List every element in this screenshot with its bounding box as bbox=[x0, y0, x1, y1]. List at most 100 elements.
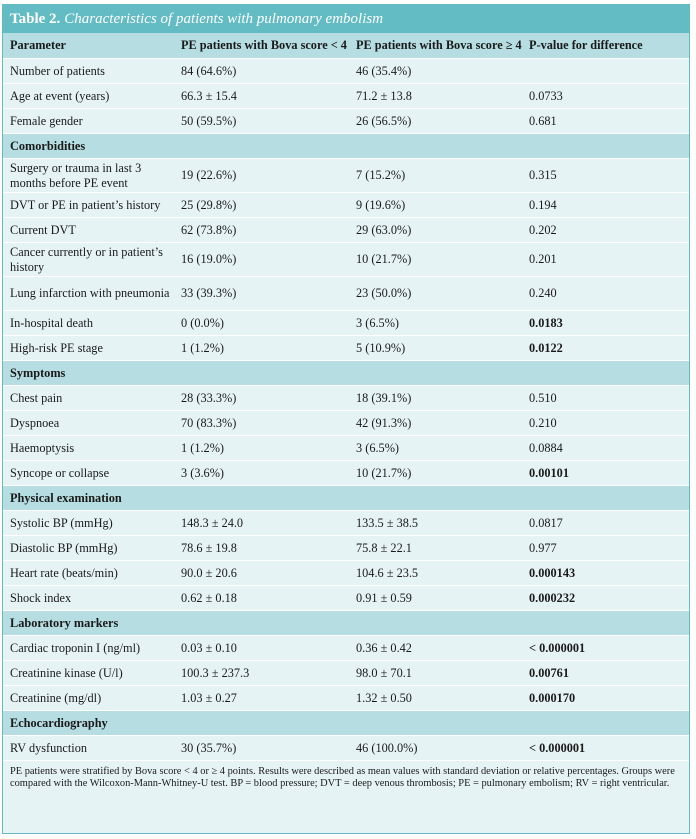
header-bova-below-4: PE patients with Bova score < 4 bbox=[174, 33, 349, 59]
cell-parameter: High-risk PE stage bbox=[3, 335, 174, 361]
table-label: Table 2. bbox=[10, 10, 61, 27]
cell-p-value: 0.977 bbox=[522, 535, 689, 561]
cell-parameter: Creatinine (mg/dl) bbox=[3, 685, 174, 711]
cell-parameter: Systolic BP (mmHg) bbox=[3, 510, 174, 536]
table-row: Dyspnoea 70 (83.3%) 42 (91.3%) 0.210 bbox=[3, 410, 689, 436]
table-row: Number of patients 84 (64.6%) 46 (35.4%) bbox=[3, 58, 689, 84]
cell-parameter: Female gender bbox=[3, 108, 174, 134]
cell-bova-4-or-more: 0.36 ± 0.42 bbox=[349, 635, 522, 661]
cell-p-value: 0.194 bbox=[522, 192, 689, 218]
cell-bova-4-or-more: 1.32 ± 0.50 bbox=[349, 685, 522, 711]
table-row: In-hospital death 0 (0.0%) 3 (6.5%) 0.0183 bbox=[3, 310, 689, 336]
cell-bova-4-or-more: 3 (6.5%) bbox=[349, 435, 522, 461]
table-title-bar: Table 2. Characteristics of patients wit… bbox=[3, 5, 689, 33]
cell-p-value: 0.000232 bbox=[522, 585, 689, 611]
cell-bova-below-4: 90.0 ± 20.6 bbox=[174, 560, 349, 586]
header-parameter: Parameter bbox=[3, 33, 174, 59]
cell-bova-4-or-more: 10 (21.7%) bbox=[349, 460, 522, 486]
cell-p-value: < 0.000001 bbox=[522, 735, 689, 761]
table-row: Surgery or trauma in last 3 months befor… bbox=[3, 158, 689, 193]
table-row: Creatinine (mg/dl) 1.03 ± 0.27 1.32 ± 0.50… bbox=[3, 685, 689, 711]
cell-bova-below-4: 33 (39.3%) bbox=[174, 276, 349, 311]
cell-p-value: 0.315 bbox=[522, 158, 689, 193]
cell-bova-4-or-more: 29 (63.0%) bbox=[349, 217, 522, 243]
header-p-value: P-value for difference bbox=[522, 33, 689, 59]
cell-bova-4-or-more: 5 (10.9%) bbox=[349, 335, 522, 361]
cell-bova-4-or-more: 133.5 ± 38.5 bbox=[349, 510, 522, 536]
cell-p-value: 0.000170 bbox=[522, 685, 689, 711]
cell-bova-below-4: 16 (19.0%) bbox=[174, 242, 349, 277]
cell-p-value: 0.00761 bbox=[522, 660, 689, 686]
cell-p-value: 0.201 bbox=[522, 242, 689, 277]
table-body: Number of patients 84 (64.6%) 46 (35.4%) Ag… bbox=[3, 58, 689, 761]
cell-p-value: 0.510 bbox=[522, 385, 689, 411]
cell-bova-below-4: 30 (35.7%) bbox=[174, 735, 349, 761]
section-label: Laboratory markers bbox=[3, 610, 689, 636]
cell-bova-below-4: 62 (73.8%) bbox=[174, 217, 349, 243]
cell-bova-below-4: 1 (1.2%) bbox=[174, 335, 349, 361]
cell-parameter: Syncope or collapse bbox=[3, 460, 174, 486]
section-header-row: Symptoms bbox=[3, 360, 689, 386]
cell-bova-4-or-more: 104.6 ± 23.5 bbox=[349, 560, 522, 586]
table-row: Systolic BP (mmHg) 148.3 ± 24.0 133.5 ± 38… bbox=[3, 510, 689, 536]
cell-parameter: Cancer currently or in patient’s history bbox=[3, 242, 174, 277]
table-row: Heart rate (beats/min) 90.0 ± 20.6 104.6 ±… bbox=[3, 560, 689, 586]
section-header-row: Laboratory markers bbox=[3, 610, 689, 636]
cell-bova-4-or-more: 75.8 ± 22.1 bbox=[349, 535, 522, 561]
cell-parameter: Current DVT bbox=[3, 217, 174, 243]
table-row: Syncope or collapse 3 (3.6%) 10 (21.7%) 0.0… bbox=[3, 460, 689, 486]
cell-p-value: 0.000143 bbox=[522, 560, 689, 586]
cell-parameter: Creatinine kinase (U/l) bbox=[3, 660, 174, 686]
characteristics-table: Parameter PE patients with Bova score < … bbox=[3, 33, 689, 761]
cell-bova-4-or-more: 18 (39.1%) bbox=[349, 385, 522, 411]
cell-bova-below-4: 1.03 ± 0.27 bbox=[174, 685, 349, 711]
cell-bova-4-or-more: 3 (6.5%) bbox=[349, 310, 522, 336]
cell-parameter: DVT or PE in patient’s history bbox=[3, 192, 174, 218]
cell-p-value: 0.0817 bbox=[522, 510, 689, 536]
table-row: Chest pain 28 (33.3%) 18 (39.1%) 0.510 bbox=[3, 385, 689, 411]
table-frame: Table 2. Characteristics of patients wit… bbox=[2, 4, 690, 834]
cell-bova-4-or-more: 46 (35.4%) bbox=[349, 58, 522, 84]
cell-bova-below-4: 0.62 ± 0.18 bbox=[174, 585, 349, 611]
cell-parameter: Number of patients bbox=[3, 58, 174, 84]
cell-bova-below-4: 66.3 ± 15.4 bbox=[174, 83, 349, 109]
cell-bova-4-or-more: 0.91 ± 0.59 bbox=[349, 585, 522, 611]
cell-bova-4-or-more: 42 (91.3%) bbox=[349, 410, 522, 436]
cell-bova-below-4: 78.6 ± 19.8 bbox=[174, 535, 349, 561]
section-header-row: Physical examination bbox=[3, 485, 689, 511]
table-row: Cardiac troponin I (ng/ml) 0.03 ± 0.10 0.3… bbox=[3, 635, 689, 661]
cell-bova-below-4: 84 (64.6%) bbox=[174, 58, 349, 84]
cell-bova-below-4: 3 (3.6%) bbox=[174, 460, 349, 486]
cell-bova-4-or-more: 46 (100.0%) bbox=[349, 735, 522, 761]
cell-p-value: 0.681 bbox=[522, 108, 689, 134]
cell-parameter: Chest pain bbox=[3, 385, 174, 411]
cell-parameter: Diastolic BP (mmHg) bbox=[3, 535, 174, 561]
table-row: DVT or PE in patient’s history 25 (29.8%)… bbox=[3, 192, 689, 218]
cell-bova-below-4: 148.3 ± 24.0 bbox=[174, 510, 349, 536]
table-row: Diastolic BP (mmHg) 78.6 ± 19.8 75.8 ± 22.… bbox=[3, 535, 689, 561]
cell-bova-4-or-more: 26 (56.5%) bbox=[349, 108, 522, 134]
cell-bova-4-or-more: 71.2 ± 13.8 bbox=[349, 83, 522, 109]
cell-bova-below-4: 19 (22.6%) bbox=[174, 158, 349, 193]
table-row: Haemoptysis 1 (1.2%) 3 (6.5%) 0.0884 bbox=[3, 435, 689, 461]
cell-bova-4-or-more: 9 (19.6%) bbox=[349, 192, 522, 218]
cell-p-value: 0.240 bbox=[522, 276, 689, 311]
cell-bova-4-or-more: 98.0 ± 70.1 bbox=[349, 660, 522, 686]
cell-parameter: Dyspnoea bbox=[3, 410, 174, 436]
cell-p-value: 0.202 bbox=[522, 217, 689, 243]
section-label: Echocardiography bbox=[3, 710, 689, 736]
table-row: Shock index 0.62 ± 0.18 0.91 ± 0.59 0.00023… bbox=[3, 585, 689, 611]
table-row: Female gender 50 (59.5%) 26 (56.5%) 0.681 bbox=[3, 108, 689, 134]
cell-parameter: Cardiac troponin I (ng/ml) bbox=[3, 635, 174, 661]
cell-parameter: In-hospital death bbox=[3, 310, 174, 336]
cell-parameter: Shock index bbox=[3, 585, 174, 611]
section-label: Symptoms bbox=[3, 360, 689, 386]
table-row: High-risk PE stage 1 (1.2%) 5 (10.9%) 0.012… bbox=[3, 335, 689, 361]
cell-p-value: < 0.000001 bbox=[522, 635, 689, 661]
cell-bova-below-4: 0 (0.0%) bbox=[174, 310, 349, 336]
cell-p-value: 0.0122 bbox=[522, 335, 689, 361]
cell-p-value: 0.00101 bbox=[522, 460, 689, 486]
header-bova-4-or-more: PE patients with Bova score ≥ 4 bbox=[349, 33, 522, 59]
section-header-row: Echocardiography bbox=[3, 710, 689, 736]
table-row: RV dysfunction 30 (35.7%) 46 (100.0%) < 0.0… bbox=[3, 735, 689, 761]
